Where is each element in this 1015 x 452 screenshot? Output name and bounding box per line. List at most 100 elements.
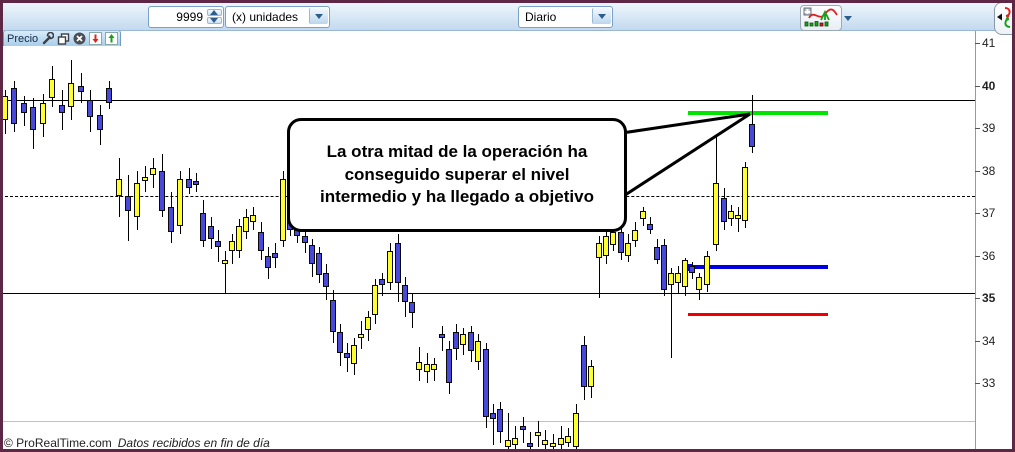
candle-bearish [409, 302, 415, 313]
candle-bullish [424, 363, 430, 373]
candle-bearish [446, 349, 452, 383]
candle-bullish [250, 215, 256, 222]
candle-bullish [675, 272, 681, 284]
candle-bearish [316, 253, 322, 275]
candle-bearish [330, 300, 336, 332]
candle-bullish [668, 272, 674, 286]
wrench-icon[interactable] [41, 32, 55, 45]
move-down-icon[interactable] [89, 32, 103, 45]
window-border-bottom [0, 449, 1015, 452]
candle-wick [599, 236, 600, 298]
candle-wick [671, 268, 672, 358]
candle-bullish [696, 276, 702, 290]
candle-bullish [558, 438, 564, 445]
candle-bullish [351, 344, 357, 364]
candle-bullish [116, 179, 122, 196]
axis-tick [975, 43, 980, 44]
spin-down-icon[interactable] [206, 16, 222, 24]
candle-bearish [344, 353, 350, 358]
candle-bullish [535, 431, 541, 437]
candle-wick [738, 206, 739, 233]
axis-tick-label: 39 [982, 121, 996, 135]
candle-bearish [490, 412, 496, 420]
axis-tick [975, 383, 980, 384]
candle-bullish [640, 210, 646, 220]
candle-bullish [512, 438, 518, 445]
candle-bearish [309, 244, 315, 264]
candle-bearish [439, 334, 445, 339]
candle-bearish [497, 408, 503, 432]
candle-bullish [142, 176, 148, 182]
candle-bullish [243, 217, 249, 233]
price-panel-tab[interactable]: Precio [3, 30, 121, 46]
units-dropdown[interactable]: (x) unidades [225, 6, 330, 28]
chart-type-button[interactable] [800, 5, 842, 31]
candle-bullish [505, 440, 511, 447]
candle-wick [553, 434, 554, 449]
axis-tick [975, 128, 980, 129]
candle-bearish [618, 232, 624, 254]
annotation-line-2: conseguido superar el nivel [344, 164, 570, 184]
candle-bearish [208, 225, 214, 239]
window-border-left [0, 0, 3, 452]
candle-bearish [379, 278, 385, 286]
candle-bullish [603, 236, 609, 256]
candle-bearish [453, 332, 459, 349]
move-up-icon[interactable] [105, 32, 119, 45]
candle-bearish [193, 181, 199, 186]
stop-line-red[interactable] [688, 313, 828, 317]
side-panel-toggle[interactable] [994, 2, 1015, 35]
candle-bearish [265, 255, 271, 269]
units-dropdown-arrow-icon[interactable] [309, 8, 328, 24]
candle-bullish [596, 242, 602, 258]
candle-bullish [280, 179, 286, 241]
candle-wick [515, 425, 516, 449]
price-chart-plot[interactable] [0, 30, 1015, 452]
candle-bullish [416, 361, 422, 371]
candle-bullish [229, 240, 235, 252]
candle-bullish [728, 210, 734, 220]
target-line-green[interactable] [688, 111, 828, 116]
candle-bearish [721, 198, 727, 222]
candle-bearish [302, 236, 308, 243]
candle-bearish [11, 87, 17, 124]
top-toolbar: 9999 (x) unidades Diario [3, 3, 1012, 31]
quantity-value[interactable]: 9999 [176, 10, 203, 24]
entry-line-start-marker[interactable] [685, 264, 692, 272]
window-border-right [1012, 0, 1015, 452]
axis-tick [975, 255, 980, 257]
candle-bullish [565, 436, 571, 443]
entry-line-blue[interactable] [688, 265, 828, 270]
candle-bullish [588, 366, 594, 388]
candle-bullish [49, 79, 55, 99]
price-axis-line [975, 30, 976, 449]
support-line[interactable] [0, 292, 975, 294]
candle-bearish [520, 425, 526, 430]
candle-bearish [402, 285, 408, 303]
axis-tick-label: 34 [982, 333, 996, 348]
candle-bullish [542, 440, 548, 445]
axis-tick [975, 213, 980, 214]
candle-wick [442, 325, 443, 352]
candle-bullish [358, 334, 364, 339]
candle-bullish [177, 179, 183, 226]
annotation-line-3: intermedio y ha llegado a objetivo [320, 187, 594, 207]
resistance-line[interactable] [0, 99, 975, 101]
chart-type-dropdown-arrow-icon[interactable] [841, 11, 855, 25]
candle-bearish [337, 332, 343, 354]
refresh-arrows-icon [997, 7, 1011, 28]
candle-bearish [186, 179, 192, 188]
candle-bullish [742, 167, 748, 222]
duplicate-icon[interactable] [57, 32, 70, 45]
timeframe-dropdown[interactable]: Diario [518, 6, 613, 28]
axis-tick-label: 40 [982, 78, 996, 93]
candle-bullish [704, 255, 710, 286]
spin-up-icon[interactable] [206, 8, 222, 16]
candle-bullish [372, 285, 378, 315]
close-icon[interactable] [73, 32, 86, 45]
candle-bullish [236, 225, 242, 252]
quantity-input[interactable]: 9999 [148, 6, 224, 28]
timeframe-dropdown-arrow-icon[interactable] [592, 8, 611, 24]
candle-wick [225, 251, 226, 294]
